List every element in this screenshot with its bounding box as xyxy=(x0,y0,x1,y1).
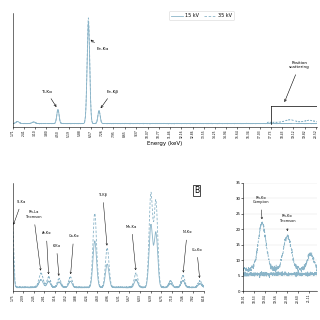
Text: Rh-Kα
Compton: Rh-Kα Compton xyxy=(253,196,269,219)
Text: Fe-Kα: Fe-Kα xyxy=(91,40,109,51)
Text: K-Kα: K-Kα xyxy=(52,244,60,276)
Text: Cu-Kα: Cu-Kα xyxy=(192,248,202,277)
Text: Ca-Kα: Ca-Kα xyxy=(68,234,79,274)
Text: Rh-Lα
Thomson: Rh-Lα Thomson xyxy=(25,211,42,270)
Text: Ar-Kα: Ar-Kα xyxy=(42,231,51,274)
Text: Mn-Kα: Mn-Kα xyxy=(126,225,137,270)
Text: B: B xyxy=(194,186,199,195)
Text: Ti-Kα: Ti-Kα xyxy=(41,90,56,107)
Legend: 15 kV, 35 kV: 15 kV, 35 kV xyxy=(169,12,234,20)
X-axis label: Energy (keV): Energy (keV) xyxy=(147,141,182,146)
Text: Position
scattering: Position scattering xyxy=(284,61,310,101)
Text: Ti-Kβ: Ti-Kβ xyxy=(98,193,108,245)
Text: Rh-Kα
Thomson: Rh-Kα Thomson xyxy=(279,214,296,231)
Text: Ni-Kα: Ni-Kα xyxy=(182,230,192,272)
Text: Fe-Kβ: Fe-Kβ xyxy=(101,90,119,108)
Text: Si-Kα: Si-Kα xyxy=(13,200,26,224)
